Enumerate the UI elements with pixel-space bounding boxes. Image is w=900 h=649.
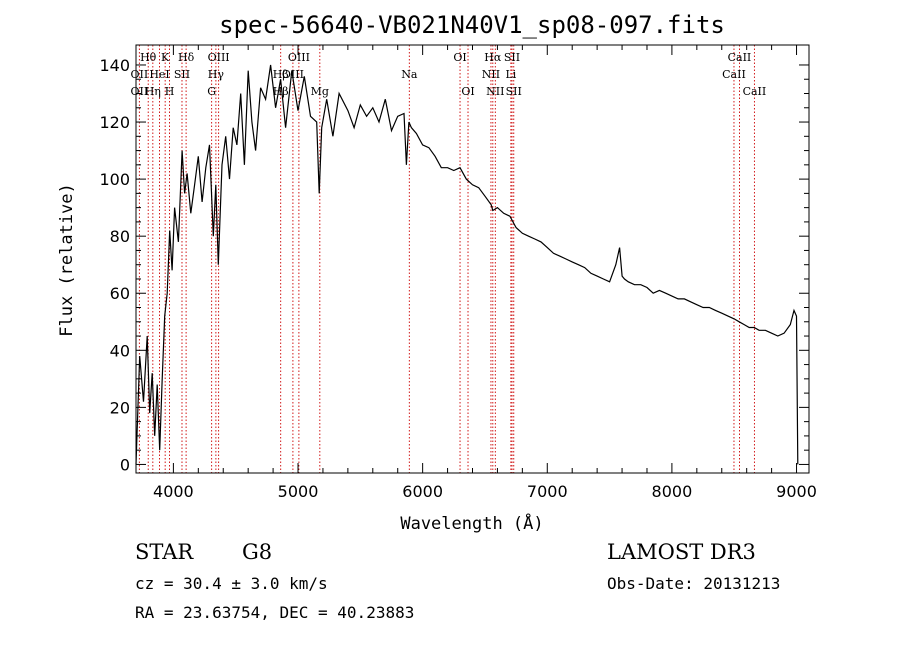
line-label: Li bbox=[505, 68, 516, 81]
line-label: CaII bbox=[728, 51, 752, 64]
line-label: OIII bbox=[208, 51, 230, 64]
line-label: Na bbox=[401, 68, 418, 81]
x-axis: 4000 5000 6000 7000 8000 9000 bbox=[153, 45, 817, 501]
y-tick-label: 40 bbox=[110, 341, 130, 360]
line-label: OII bbox=[131, 85, 149, 98]
line-label: HeI bbox=[149, 68, 169, 81]
line-label: Hθ bbox=[140, 51, 157, 64]
line-label: OI bbox=[453, 51, 466, 64]
spectral-subclass: G8 bbox=[242, 540, 273, 564]
y-axis: 0 20 40 60 80 100 120 140 bbox=[99, 56, 809, 474]
y-tick-label: 100 bbox=[99, 170, 130, 189]
line-label: SII bbox=[504, 51, 520, 64]
line-label: Hη bbox=[145, 85, 161, 98]
coordinates-text: RA = 23.63754, DEC = 40.23883 bbox=[135, 603, 415, 622]
line-label: OIII bbox=[288, 51, 310, 64]
obs-date-text: Obs-Date: 20131213 bbox=[607, 574, 781, 593]
line-label: Hγ bbox=[208, 68, 225, 81]
chart-title: spec-56640-VB021N40V1_sp08-097.fits bbox=[219, 11, 725, 39]
line-label: CaII bbox=[722, 68, 746, 81]
y-tick-label: 120 bbox=[99, 113, 130, 132]
x-tick-label: 8000 bbox=[652, 482, 693, 501]
object-type: STAR bbox=[135, 540, 194, 564]
x-tick-label: 9000 bbox=[776, 482, 817, 501]
x-tick-label: 5000 bbox=[278, 482, 319, 501]
line-label: NII bbox=[486, 85, 504, 98]
line-label: CaII bbox=[743, 85, 767, 98]
survey-name: LAMOST DR3 bbox=[607, 540, 756, 564]
y-tick-label: 60 bbox=[110, 284, 130, 303]
spectrum-line bbox=[135, 64, 799, 465]
plot-frame bbox=[135, 44, 810, 474]
x-tick-label: 4000 bbox=[153, 482, 194, 501]
redshift-text: cz = 30.4 ± 3.0 km/s bbox=[135, 574, 328, 593]
x-tick-label: 7000 bbox=[527, 482, 568, 501]
line-label: Hβ bbox=[273, 68, 289, 81]
line-label: Hδ bbox=[178, 51, 195, 64]
y-tick-label: 0 bbox=[120, 455, 130, 474]
line-label: NII bbox=[482, 68, 500, 81]
line-label: OII bbox=[131, 68, 149, 81]
y-tick-label: 20 bbox=[110, 398, 130, 417]
line-label: H bbox=[165, 85, 175, 98]
line-label: OI bbox=[461, 85, 474, 98]
line-label: Hα bbox=[484, 51, 502, 64]
y-tick-label: 80 bbox=[110, 227, 130, 246]
x-tick-label: 6000 bbox=[402, 482, 443, 501]
line-label: SII bbox=[174, 68, 190, 81]
line-label: G bbox=[207, 85, 216, 98]
line-label: Hβ bbox=[273, 85, 289, 98]
spectral-line-markers bbox=[138, 45, 755, 473]
x-axis-label: Wavelength (Å) bbox=[400, 512, 543, 534]
line-label: Mg bbox=[311, 85, 329, 98]
y-tick-label: 140 bbox=[99, 56, 130, 75]
line-label: K bbox=[161, 51, 170, 64]
y-axis-label: Flux (relative) bbox=[57, 183, 77, 337]
line-label: SII bbox=[506, 85, 522, 98]
